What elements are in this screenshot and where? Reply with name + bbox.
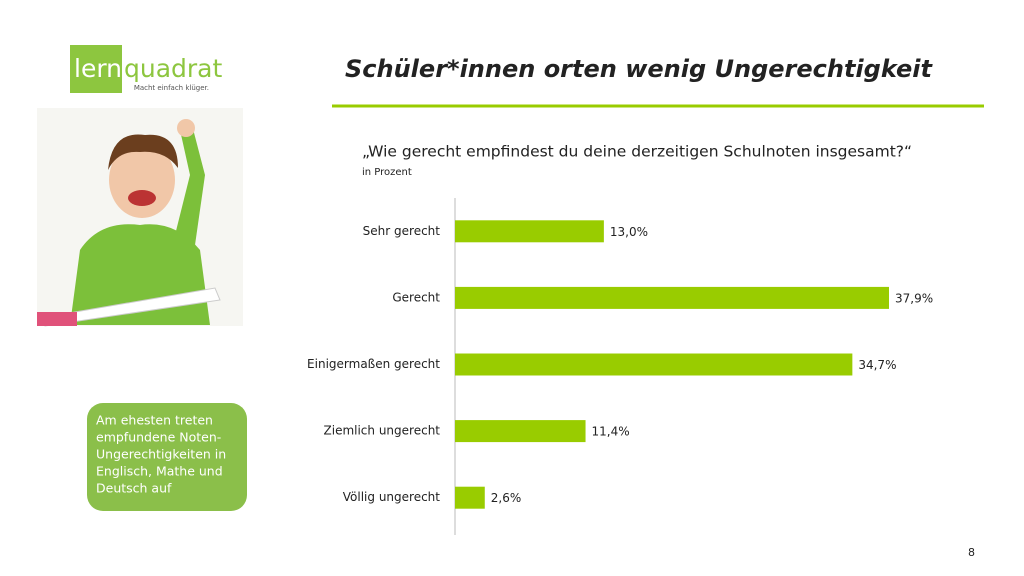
callout-box <box>87 403 247 511</box>
logo-right: quadrat <box>124 54 223 83</box>
bar <box>455 420 586 443</box>
chart-subtitle: in Prozent <box>362 167 412 178</box>
callout-line: empfundene Noten- <box>96 430 221 445</box>
value-label: 11,4% <box>592 425 630 439</box>
category-label: Völlig ungerecht <box>343 490 441 504</box>
callout-line: Englisch, Mathe und <box>96 464 223 479</box>
logo-tagline: Macht einfach klüger. <box>134 84 209 92</box>
callout-line: Am ehesten treten <box>96 413 213 428</box>
value-label: 13,0% <box>610 225 648 239</box>
category-label: Gerecht <box>392 290 440 304</box>
bar <box>455 486 485 509</box>
bars: Sehr gerecht 13,0% Gerecht 37,9% Einigermaße… <box>307 220 933 509</box>
category-label: Sehr gerecht <box>363 224 441 238</box>
callout: Am ehesten treten empfundene Noten- Ungere… <box>96 413 226 496</box>
photo <box>37 108 243 327</box>
callout-line: Ungerechtigkeiten in <box>96 447 226 462</box>
bar <box>455 353 853 376</box>
slide-title: Schüler*innen orten wenig Ungerechtigkei… <box>345 55 933 83</box>
value-label: 34,7% <box>858 358 896 372</box>
value-label: 2,6% <box>491 491 521 505</box>
category-label: Einigermaßen gerecht <box>307 357 440 371</box>
category-label: Ziemlich ungerecht <box>324 424 441 438</box>
value-label: 37,9% <box>895 291 933 305</box>
bar <box>455 220 604 243</box>
logo-left: lern <box>74 54 122 83</box>
callout-line: Deutsch auf <box>96 481 172 496</box>
logo-box <box>70 45 122 93</box>
bar <box>455 286 889 309</box>
page-number: 8 <box>968 546 975 559</box>
chart-title: „Wie gerecht empfindest du deine derzeit… <box>362 143 912 161</box>
